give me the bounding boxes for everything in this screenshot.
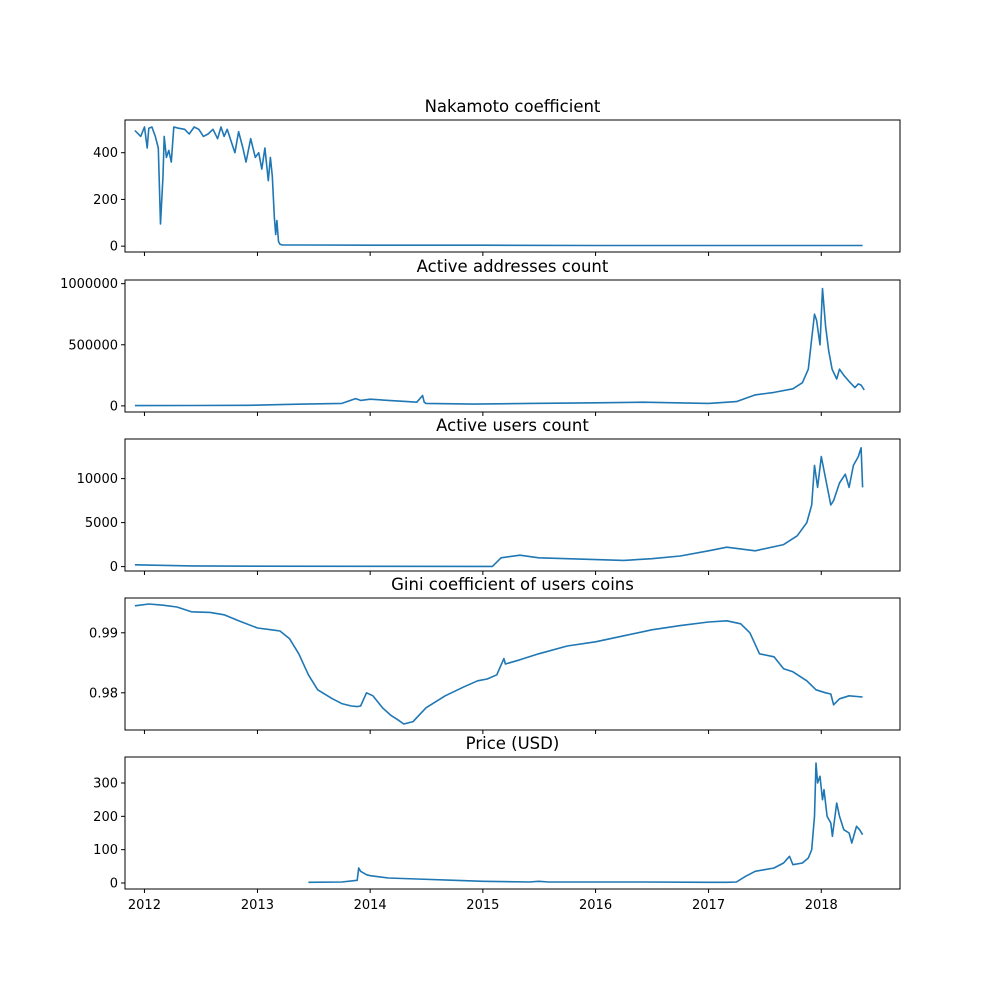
axes-frame: [124, 597, 901, 731]
y-tick-label: 500000: [68, 338, 118, 353]
y-tick-label: 10000: [77, 472, 118, 487]
x-tick-label: 2015: [466, 898, 499, 913]
axes-frame: [124, 279, 901, 413]
y-tick-label: 100: [93, 843, 118, 858]
axes-frame: [124, 438, 901, 572]
y-tick-label: 200: [93, 810, 118, 825]
series-line: [134, 287, 865, 407]
x-tick-label: 2018: [805, 898, 838, 913]
x-tick-label: 2016: [579, 898, 612, 913]
axes-frame: [124, 119, 901, 253]
subplot-3: Active users count 0 5000 10000: [77, 416, 901, 575]
series-line: [134, 603, 863, 725]
y-tick-label: 0: [110, 399, 118, 414]
y-tick-label: 400: [93, 146, 118, 161]
subplot-title: Active addresses count: [417, 257, 609, 276]
subplot-title: Nakamoto coefficient: [425, 97, 601, 116]
subplot-title: Price (USD): [466, 734, 560, 753]
y-tick-label: 0: [110, 560, 118, 575]
y-tick-label: 1000000: [60, 277, 118, 292]
subplot-5: Price (USD) 0 100 200 300 2012 2013 2014 2015 201…: [93, 734, 901, 913]
subplot-2: Active addresses count 0 500000 1000000: [60, 257, 901, 416]
axes-frame: [124, 756, 901, 890]
series-line: [134, 447, 864, 568]
subplot-4: Gini coefficient of users coins 0.98 0.99: [89, 575, 901, 734]
subplot-1: Nakamoto coefficient 0 200 400: [93, 97, 901, 256]
y-tick-label: 5000: [85, 516, 118, 531]
y-tick-label: 0.99: [89, 626, 118, 641]
y-tick-label: 0: [110, 240, 118, 255]
subplot-title: Gini coefficient of users coins: [391, 575, 634, 594]
x-tick-label: 2014: [354, 898, 387, 913]
x-tick-label: 2012: [128, 898, 161, 913]
y-tick-label: 300: [93, 777, 118, 792]
series-line: [308, 762, 864, 884]
series-line: [134, 126, 863, 247]
y-tick-label: 200: [93, 193, 118, 208]
y-tick-label: 0.98: [89, 686, 118, 701]
y-tick-label: 0: [110, 877, 118, 892]
subplot-title: Active users count: [436, 416, 589, 435]
x-tick-label: 2017: [692, 898, 725, 913]
x-tick-label: 2013: [241, 898, 274, 913]
